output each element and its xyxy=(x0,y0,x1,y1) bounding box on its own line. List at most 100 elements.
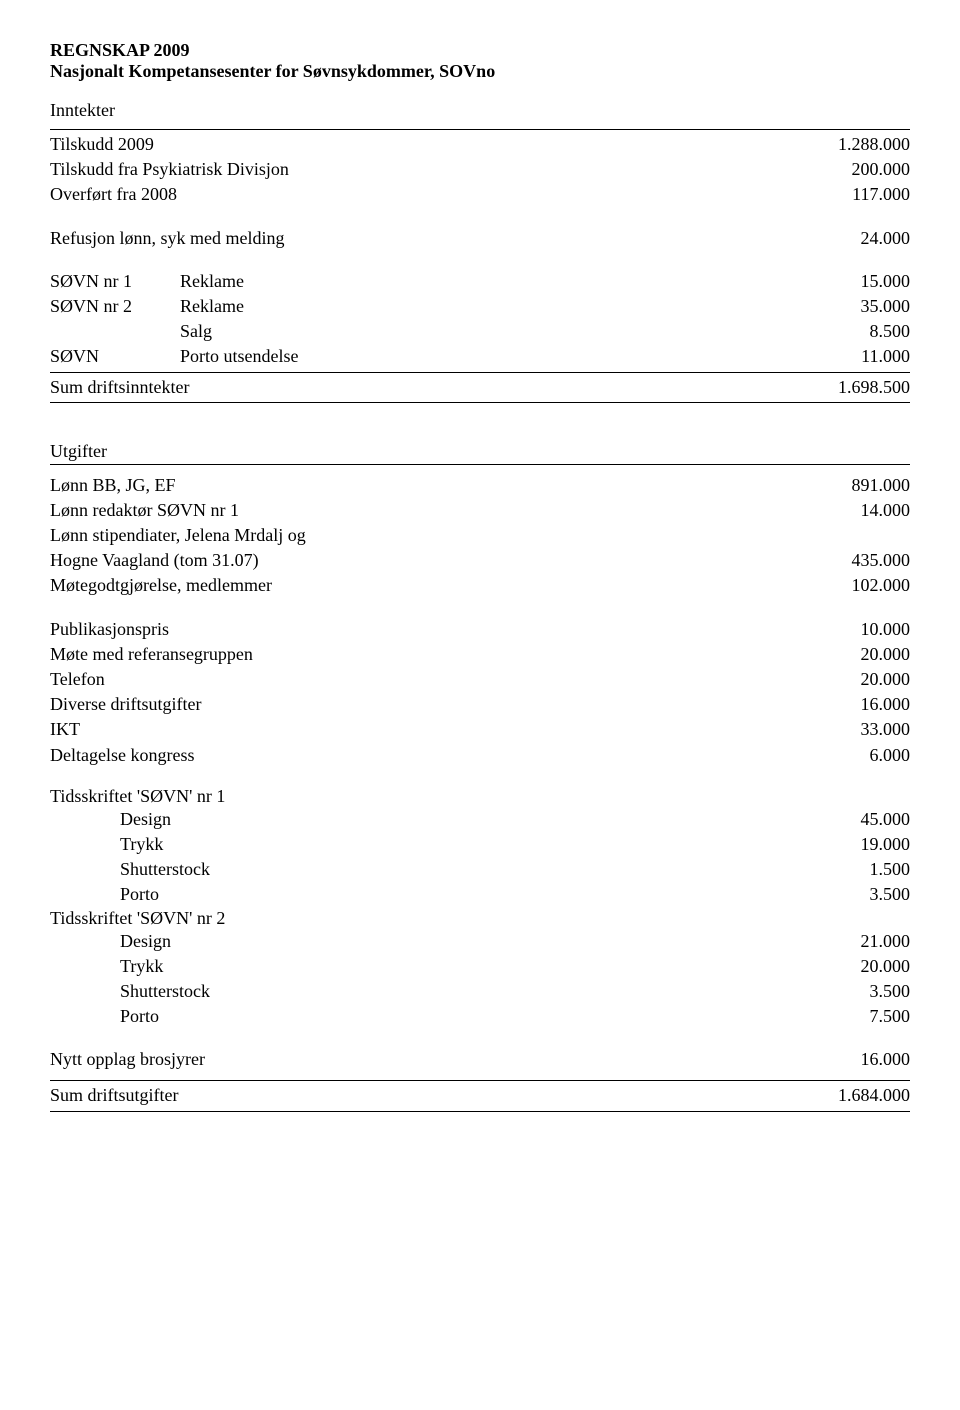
col2: Salg xyxy=(180,319,790,344)
row-motegodt: Møtegodtgjørelse, medlemmer 102.000 xyxy=(50,573,910,598)
divider xyxy=(50,372,910,373)
label: Porto xyxy=(50,882,790,907)
row-tids2-shutter: Shutterstock 3.500 xyxy=(50,979,910,1004)
row-telefon: Telefon 20.000 xyxy=(50,667,910,692)
label: Publikasjonspris xyxy=(50,617,790,642)
col2: Reklame xyxy=(180,269,790,294)
value: 8.500 xyxy=(790,319,910,344)
value: 19.000 xyxy=(790,832,910,857)
label: Design xyxy=(50,807,790,832)
row-lonn-red: Lønn redaktør SØVN nr 1 14.000 xyxy=(50,498,910,523)
label: Deltagelse kongress xyxy=(50,743,790,768)
row-porto: SØVN Porto utsendelse 11.000 xyxy=(50,344,910,369)
divider xyxy=(50,464,910,465)
col1: SØVN xyxy=(50,344,180,369)
value: 20.000 xyxy=(790,642,910,667)
row-tilskudd-psyk: Tilskudd fra Psykiatrisk Divisjon 200.00… xyxy=(50,157,910,182)
row-sum-inntekter: Sum driftsinntekter 1.698.500 xyxy=(50,375,910,400)
row-deltagelse: Deltagelse kongress 6.000 xyxy=(50,743,910,768)
col1: SØVN nr 1 xyxy=(50,269,180,294)
row-tids1-shutter: Shutterstock 1.500 xyxy=(50,857,910,882)
label: Overført fra 2008 xyxy=(50,182,790,207)
row-tids2-design: Design 21.000 xyxy=(50,929,910,954)
utgifter-heading: Utgifter xyxy=(50,441,910,462)
value: 33.000 xyxy=(790,717,910,742)
row-tids1-porto: Porto 3.500 xyxy=(50,882,910,907)
value: 35.000 xyxy=(790,294,910,319)
row-salg: Salg 8.500 xyxy=(50,319,910,344)
value: 200.000 xyxy=(790,157,910,182)
row-diverse: Diverse driftsutgifter 16.000 xyxy=(50,692,910,717)
label: Sum driftsutgifter xyxy=(50,1083,790,1108)
label: Trykk xyxy=(50,832,790,857)
value: 45.000 xyxy=(790,807,910,832)
label: Shutterstock xyxy=(50,857,790,882)
value: 20.000 xyxy=(790,954,910,979)
row-tids2-porto: Porto 7.500 xyxy=(50,1004,910,1029)
value: 7.500 xyxy=(790,1004,910,1029)
row-tilskudd-2009: Tilskudd 2009 1.288.000 xyxy=(50,132,910,157)
label: Tilskudd 2009 xyxy=(50,132,790,157)
divider xyxy=(50,1111,910,1112)
row-lonn-stip-1: Lønn stipendiater, Jelena Mrdalj og xyxy=(50,523,910,548)
row-tids1-trykk: Trykk 19.000 xyxy=(50,832,910,857)
divider xyxy=(50,1080,910,1081)
label: Lønn stipendiater, Jelena Mrdalj og xyxy=(50,523,790,548)
row-nytt-opplag: Nytt opplag brosjyrer 16.000 xyxy=(50,1047,910,1072)
value: 891.000 xyxy=(790,473,910,498)
value xyxy=(790,523,910,548)
page-title-line2: Nasjonalt Kompetansesenter for Søvnsykdo… xyxy=(50,61,910,82)
label: Møtegodtgjørelse, medlemmer xyxy=(50,573,790,598)
value: 435.000 xyxy=(790,548,910,573)
value: 1.288.000 xyxy=(790,132,910,157)
label: Telefon xyxy=(50,667,790,692)
label: Møte med referansegruppen xyxy=(50,642,790,667)
value: 11.000 xyxy=(790,344,910,369)
row-lonn-bb: Lønn BB, JG, EF 891.000 xyxy=(50,473,910,498)
label: Tilskudd fra Psykiatrisk Divisjon xyxy=(50,157,790,182)
label: Hogne Vaagland (tom 31.07) xyxy=(50,548,790,573)
value: 24.000 xyxy=(790,226,910,251)
divider xyxy=(50,129,910,130)
value: 10.000 xyxy=(790,617,910,642)
row-tids1-design: Design 45.000 xyxy=(50,807,910,832)
label: Lønn BB, JG, EF xyxy=(50,473,790,498)
label: Design xyxy=(50,929,790,954)
row-sovn1: SØVN nr 1 Reklame 15.000 xyxy=(50,269,910,294)
value: 14.000 xyxy=(790,498,910,523)
col2: Porto utsendelse xyxy=(180,344,790,369)
row-overfort: Overført fra 2008 117.000 xyxy=(50,182,910,207)
row-tids2-trykk: Trykk 20.000 xyxy=(50,954,910,979)
divider xyxy=(50,402,910,403)
value: 3.500 xyxy=(790,882,910,907)
value: 102.000 xyxy=(790,573,910,598)
label: Porto xyxy=(50,1004,790,1029)
value: 21.000 xyxy=(790,929,910,954)
row-refusjon: Refusjon lønn, syk med melding 24.000 xyxy=(50,226,910,251)
label: Shutterstock xyxy=(50,979,790,1004)
value: 3.500 xyxy=(790,979,910,1004)
label: Lønn redaktør SØVN nr 1 xyxy=(50,498,790,523)
row-ikt: IKT 33.000 xyxy=(50,717,910,742)
label: Refusjon lønn, syk med melding xyxy=(50,226,790,251)
value: 16.000 xyxy=(790,1047,910,1072)
row-lonn-stip-2: Hogne Vaagland (tom 31.07) 435.000 xyxy=(50,548,910,573)
row-sum-utgifter: Sum driftsutgifter 1.684.000 xyxy=(50,1083,910,1108)
inntekter-heading: Inntekter xyxy=(50,100,910,121)
value: 117.000 xyxy=(790,182,910,207)
col1 xyxy=(50,319,180,344)
label: IKT xyxy=(50,717,790,742)
row-mote-ref: Møte med referansegruppen 20.000 xyxy=(50,642,910,667)
col2: Reklame xyxy=(180,294,790,319)
label: Trykk xyxy=(50,954,790,979)
tids1-heading: Tidsskriftet 'SØVN' nr 1 xyxy=(50,786,910,807)
col1: SØVN nr 2 xyxy=(50,294,180,319)
value: 6.000 xyxy=(790,743,910,768)
value: 20.000 xyxy=(790,667,910,692)
value: 1.698.500 xyxy=(790,375,910,400)
label: Nytt opplag brosjyrer xyxy=(50,1047,790,1072)
row-sovn2: SØVN nr 2 Reklame 35.000 xyxy=(50,294,910,319)
tids2-heading: Tidsskriftet 'SØVN' nr 2 xyxy=(50,908,910,929)
value: 16.000 xyxy=(790,692,910,717)
row-publikasjon: Publikasjonspris 10.000 xyxy=(50,617,910,642)
